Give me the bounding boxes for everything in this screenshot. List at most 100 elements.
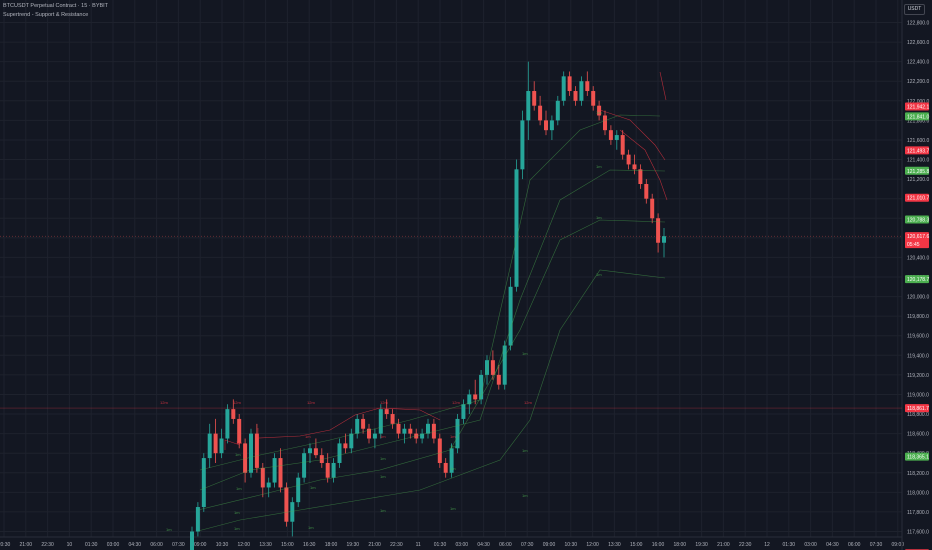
indicator-title: Supertrend - Support & Resistance — [3, 12, 89, 18]
x-tick-label: 21:00 — [717, 542, 730, 548]
candle-body — [656, 218, 661, 243]
candle-body — [331, 462, 336, 478]
x-tick-label: 13:30 — [259, 542, 272, 548]
candle-body — [632, 164, 637, 170]
y-tick-label: 121,200.0 — [907, 177, 929, 183]
x-tick-label: 20:30 — [0, 542, 10, 548]
candle-body — [396, 423, 401, 434]
x-tick-label: 03:00 — [804, 542, 817, 548]
x-tick-label: 22:30 — [739, 542, 752, 548]
candle-body — [579, 81, 584, 101]
y-tick-label: 118,800.0 — [907, 412, 929, 418]
y-tick-label: 122,800.0 — [907, 21, 929, 27]
y-tick-label: 120,000.0 — [907, 295, 929, 301]
candle-body — [319, 455, 324, 463]
price-tag-resistance — [905, 193, 929, 202]
candle-body — [260, 467, 265, 488]
candle-body — [367, 428, 371, 439]
price-tag-label: 121,285.8 — [907, 169, 929, 175]
candle-body — [644, 184, 649, 199]
currency-button[interactable]: USDT — [904, 4, 925, 15]
candle-body — [431, 423, 436, 439]
candle-body — [408, 428, 413, 434]
sr-label: 1m — [305, 434, 311, 439]
x-tick-label: 09:00 — [543, 542, 556, 548]
sr-label: 1m — [450, 434, 456, 439]
candle-body — [266, 482, 271, 488]
candle-body — [355, 418, 360, 434]
candle-body — [213, 433, 218, 454]
x-tick-label: 16:30 — [303, 542, 316, 548]
sr-label: 1m — [596, 164, 602, 169]
x-tick-label: 18:00 — [325, 542, 338, 548]
y-tick-label: 119,600.0 — [907, 334, 929, 340]
candle-body — [573, 91, 578, 101]
sr-label: 1m — [450, 466, 456, 471]
candle-body — [420, 433, 425, 439]
sr-label: 1m — [450, 506, 456, 511]
candle-body — [650, 198, 655, 219]
candle-body — [243, 443, 248, 473]
x-tick-label: 01:30 — [85, 542, 98, 548]
y-tick-label: 118,200.0 — [907, 471, 929, 477]
candle-body — [195, 507, 200, 532]
candle-body — [567, 76, 572, 92]
x-tick-label: 15:00 — [281, 542, 294, 548]
y-tick-label: 120,400.0 — [907, 255, 929, 261]
support-line — [197, 269, 666, 532]
x-tick-label: 04:30 — [129, 542, 142, 548]
sr-label: 1m — [522, 448, 528, 453]
y-tick-label: 122,400.0 — [907, 60, 929, 66]
candle-body — [585, 81, 590, 92]
sr-label: 1m — [596, 110, 602, 115]
x-tick-label: 12:00 — [238, 542, 251, 548]
x-tick-label: 10 — [67, 542, 73, 548]
x-tick-label: 22:30 — [390, 542, 403, 548]
sr-label: 1m — [234, 510, 240, 515]
x-tick-label: 22:30 — [41, 542, 54, 548]
y-tick-label: 122,200.0 — [907, 79, 929, 85]
candle-body — [614, 135, 619, 140]
x-tick-label: 16:00 — [652, 542, 665, 548]
y-tick-label: 118,600.0 — [907, 432, 929, 438]
candle-body — [526, 91, 531, 121]
candle-body — [278, 458, 283, 488]
y-tick-label: 121,800.0 — [907, 118, 929, 124]
x-tick-label: 18:00 — [674, 542, 687, 548]
sr-label: 12m — [307, 400, 315, 405]
candle-body — [337, 443, 342, 463]
x-tick-label: 21:00 — [20, 542, 33, 548]
x-tick-label: 19:30 — [695, 542, 708, 548]
price-tag-label: 120,617.6 — [907, 234, 929, 240]
price-tag-resistance — [905, 146, 929, 155]
sr-label: 12m — [160, 400, 168, 405]
sr-label: 1m — [522, 351, 528, 356]
candle-body — [402, 428, 407, 434]
x-tick-label: 06:00 — [848, 542, 861, 548]
candle-body — [514, 169, 519, 287]
x-tick-label: 12 — [764, 542, 770, 548]
candle-body — [626, 154, 631, 165]
price-tag-label: 118,861.7 — [907, 406, 929, 412]
price-tag-support — [905, 166, 929, 175]
price-tag-label: 121,942.1 — [907, 104, 929, 110]
candle-body — [384, 409, 389, 415]
candle-body — [449, 448, 454, 473]
y-tick-label: 119,200.0 — [907, 373, 929, 379]
candle-body — [532, 91, 537, 106]
x-tick-label: 06:00 — [499, 542, 512, 548]
price-tag-label: 121,493.7 — [907, 148, 929, 154]
candle-body — [231, 409, 236, 419]
x-tick-label: 21:00 — [368, 542, 381, 548]
price-tag-support — [905, 112, 929, 121]
price-tag-resistance — [905, 404, 929, 413]
candle-body — [520, 120, 525, 170]
candle-body — [201, 458, 206, 508]
candle-body — [284, 487, 289, 522]
candle-body — [190, 531, 194, 550]
candle-body — [325, 462, 330, 478]
price-tag-countdown: 05:45 — [907, 242, 920, 248]
candle-body — [538, 105, 543, 121]
sr-label: 1m — [596, 215, 602, 220]
